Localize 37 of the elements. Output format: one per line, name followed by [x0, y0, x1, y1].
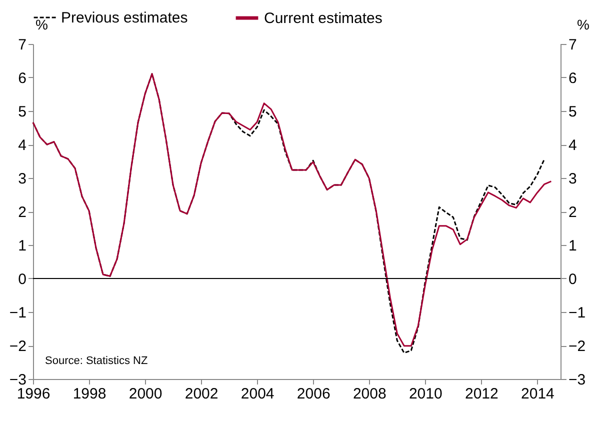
x-tick-label: 2000 — [128, 386, 162, 402]
y2-axis-title: % — [577, 16, 590, 32]
y-axis-title: % — [36, 16, 48, 32]
y-tick-label: −2 — [9, 338, 26, 355]
x-tick-label: 2002 — [184, 386, 218, 402]
y2-tick-label: −1 — [568, 304, 586, 322]
y-tick-label: 2 — [18, 204, 26, 221]
y2-tick-label: −3 — [568, 372, 586, 388]
x-tick-label: 2012 — [464, 386, 498, 402]
x-tick-label: 2008 — [352, 386, 386, 402]
y2-tick-label: 0 — [568, 271, 577, 288]
y-tick-label: 7 — [18, 36, 26, 54]
y-tick-label: −1 — [9, 304, 26, 322]
y2-tick-label: 1 — [568, 238, 577, 254]
x-tick-label: 2006 — [296, 386, 330, 402]
y2-tick-label: 5 — [568, 104, 577, 120]
y2-tick-label: 6 — [568, 70, 577, 87]
legend-label: Current estimates — [264, 10, 382, 27]
x-tick-label: 2014 — [521, 386, 554, 402]
y2-tick-label: 4 — [568, 137, 577, 154]
y-tick-label: 3 — [18, 170, 26, 188]
y2-tick-label: 3 — [568, 170, 577, 188]
x-tick-label: 1996 — [16, 386, 50, 402]
x-tick-label: 2004 — [240, 386, 274, 402]
y-tick-label: 6 — [18, 70, 26, 87]
y-tick-label: −3 — [9, 372, 26, 388]
y-tick-label: 0 — [18, 271, 26, 288]
y2-tick-label: 2 — [568, 204, 577, 221]
legend-label: Previous estimates — [61, 10, 188, 26]
x-tick-label: 1998 — [72, 386, 106, 402]
y2-tick-label: −2 — [568, 338, 586, 355]
y2-tick-label: 7 — [568, 36, 577, 54]
annotation: Source: Statistics NZ — [45, 355, 148, 367]
y-tick-label: 5 — [18, 104, 26, 120]
y-tick-label: 1 — [18, 238, 26, 254]
y-tick-label: 4 — [18, 137, 26, 154]
x-tick-label: 2010 — [408, 386, 442, 402]
